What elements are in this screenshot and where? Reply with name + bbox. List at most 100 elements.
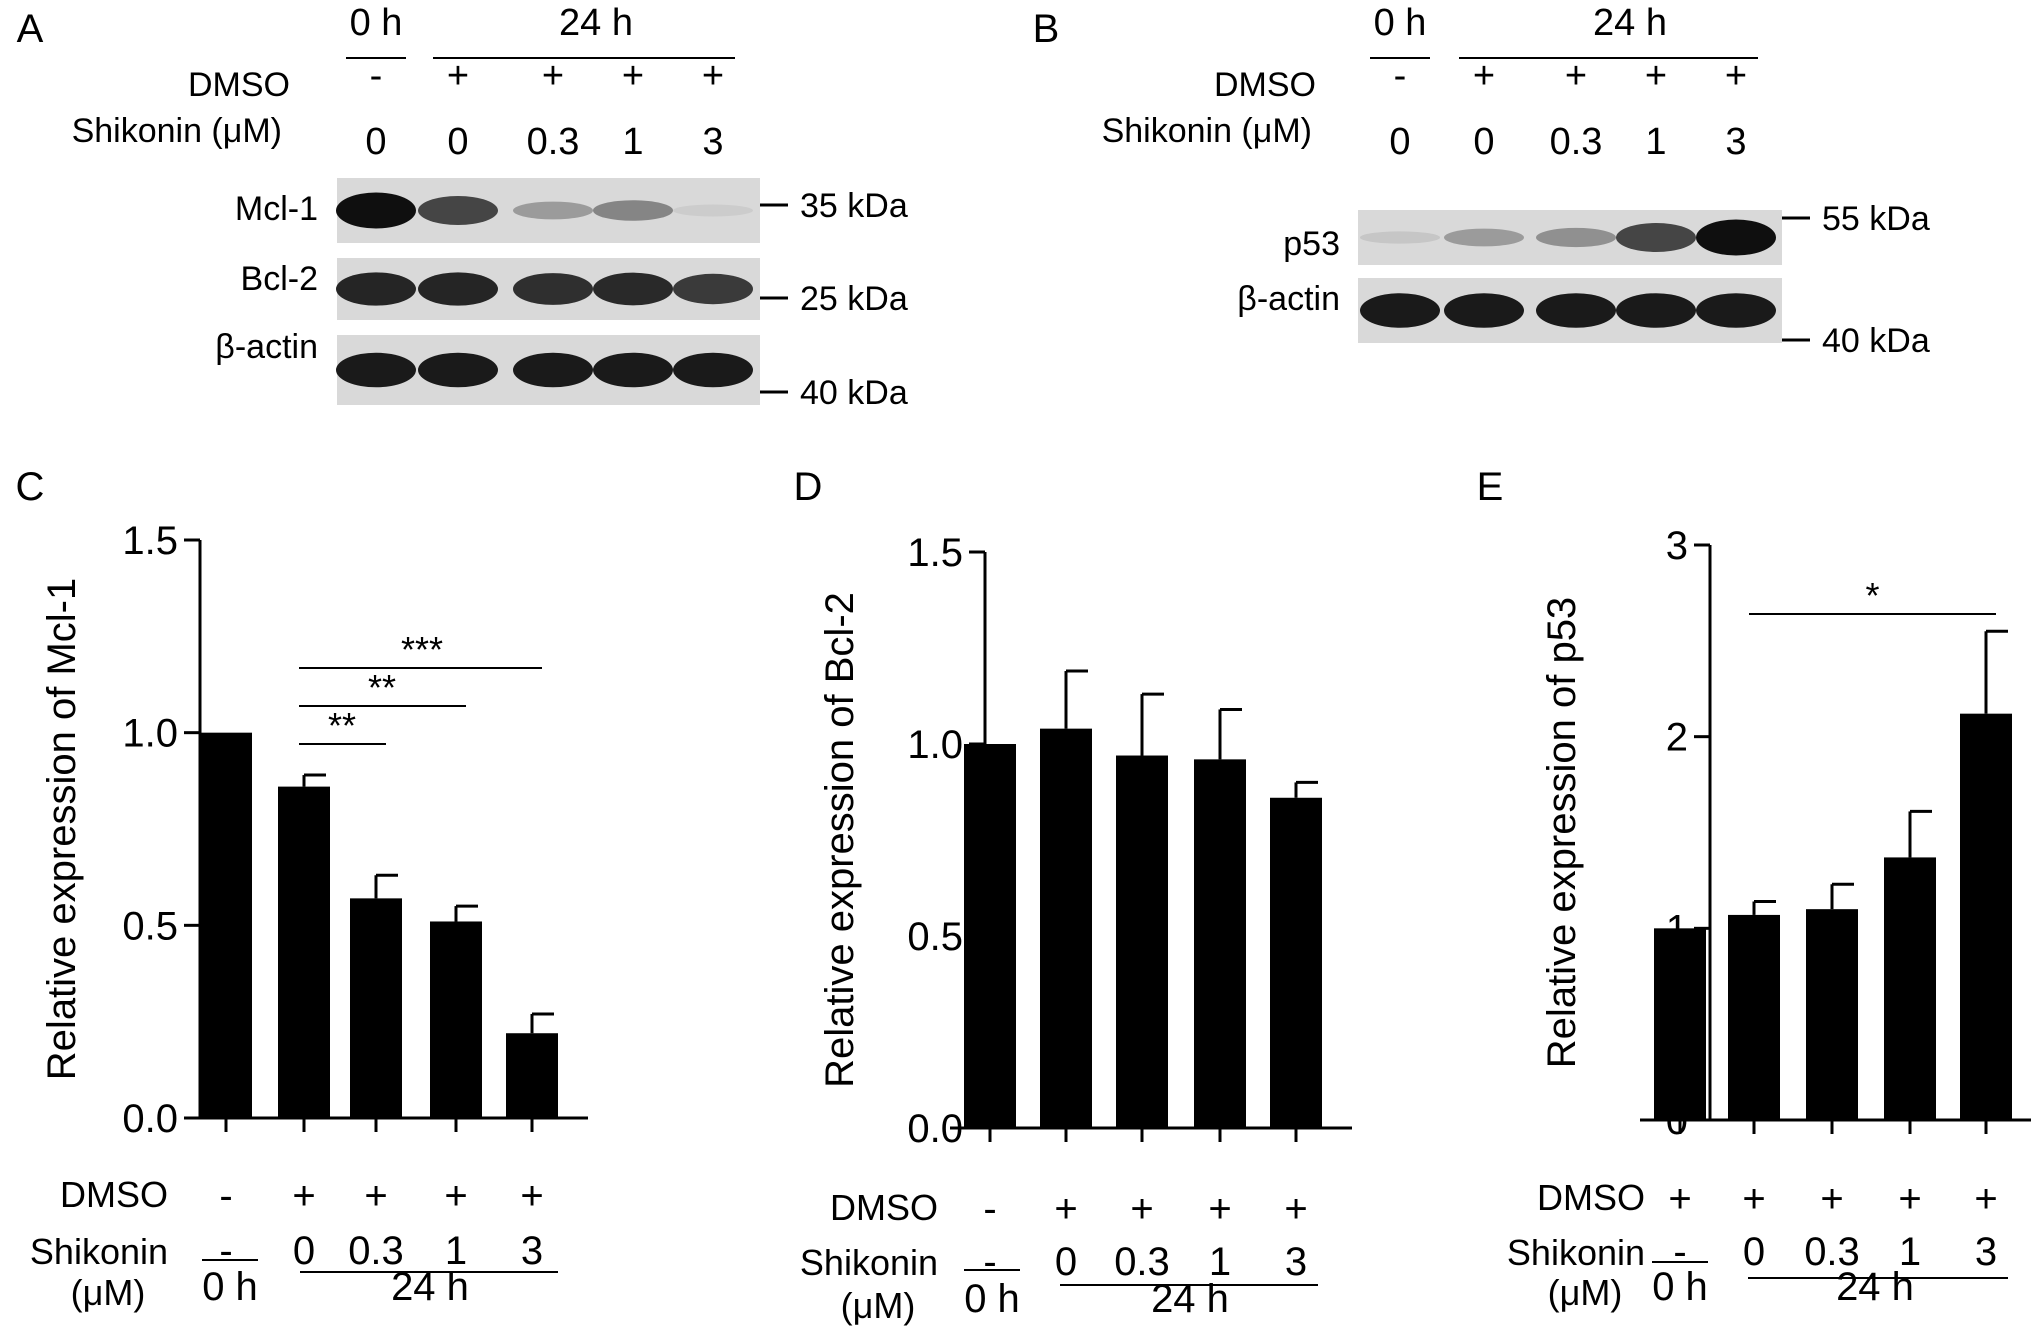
molecular-weight-marker: 35 kDa <box>800 187 908 225</box>
bar <box>430 921 482 1118</box>
shikonin-dose: 3 <box>1975 1230 1997 1274</box>
panel-letter: C <box>16 465 45 509</box>
shikonin-dose: 1 <box>445 1229 467 1273</box>
protein-band <box>418 196 498 225</box>
protein-band <box>593 272 673 306</box>
y-tick-label: 2 <box>1666 716 1688 760</box>
dmso-value: + <box>1668 1177 1691 1221</box>
dmso-value: + <box>702 55 724 97</box>
shikonin-unit-label: (μM) <box>841 1285 916 1326</box>
dmso-value: + <box>1645 55 1667 97</box>
western-blot-panels: A 0 h 24 h DMSO Shikonin (μM) - + + + +0 0 0.3 1 3 Mcl… <box>17 2 1930 412</box>
time-24h-label: 24 h <box>1593 2 1667 44</box>
dmso-value: + <box>1130 1187 1153 1231</box>
dmso-value: + <box>292 1174 315 1218</box>
bar <box>350 898 402 1118</box>
significance-marker: ** <box>328 705 356 746</box>
protein-band <box>418 352 498 388</box>
dmso-row-label: DMSO <box>830 1187 938 1228</box>
dmso-value: + <box>1742 1177 1765 1221</box>
bar <box>1728 914 1780 1120</box>
time-0h-label: 0 h <box>1652 1265 1708 1309</box>
dmso-value: + <box>1974 1177 1997 1221</box>
protein-band <box>1444 293 1524 328</box>
dmso-value: + <box>1208 1187 1231 1231</box>
protein-band <box>513 352 593 388</box>
protein-band <box>593 352 673 388</box>
band-label: Mcl-1 <box>235 190 318 228</box>
shikonin-row-label: Shikonin <box>1507 1232 1645 1273</box>
protein-band <box>336 272 416 306</box>
shikonin-dose: 0 <box>365 121 386 163</box>
bar <box>1194 759 1246 1128</box>
dmso-row-label: DMSO <box>188 66 290 104</box>
band-label: β-actin <box>1237 280 1340 318</box>
dmso-value: + <box>622 55 644 97</box>
dmso-value: - <box>983 1187 996 1231</box>
protein-band <box>1616 293 1696 328</box>
dmso-value: + <box>1820 1177 1843 1221</box>
shikonin-row-label: Shikonin <box>800 1242 938 1283</box>
molecular-weight-marker: 40 kDa <box>800 374 908 412</box>
protein-band <box>418 272 498 306</box>
shikonin-dose: 0.3 <box>1804 1230 1860 1274</box>
significance-marker: ** <box>368 667 396 708</box>
protein-band <box>1616 223 1696 252</box>
y-tick-label: 1.5 <box>122 519 178 563</box>
y-tick-label: 1.0 <box>122 712 178 756</box>
blot-strip-0 <box>336 178 760 243</box>
band-label: β-actin <box>215 328 318 366</box>
time-24h-label: 24 h <box>391 1265 469 1309</box>
protein-band <box>673 352 753 388</box>
shikonin-dose: - <box>219 1229 232 1273</box>
bar-chart-panels: C 0.0 0.5 1.0 1.5 Relative expression of Mcl-… <box>16 465 2031 1326</box>
protein-band <box>1696 293 1776 328</box>
bar <box>1116 755 1168 1128</box>
shikonin-dose: 1 <box>1209 1240 1231 1284</box>
bar <box>278 786 330 1118</box>
panel-letter: B <box>1033 7 1060 51</box>
time-24h-label: 24 h <box>559 2 633 44</box>
y-tick-label: 0.5 <box>122 904 178 948</box>
time-0h-label: 0 h <box>1374 2 1427 44</box>
dmso-value: + <box>364 1174 387 1218</box>
y-tick-label: 1.5 <box>907 531 963 575</box>
y-axis-title: Relative expression of p53 <box>1540 597 1584 1068</box>
panel-letter: E <box>1477 465 1504 509</box>
shikonin-dose: 0.3 <box>1550 121 1603 163</box>
dmso-value: + <box>447 55 469 97</box>
y-tick-label: 1.0 <box>907 723 963 767</box>
y-tick-label: 0.5 <box>907 915 963 959</box>
dmso-value: + <box>542 55 564 97</box>
shikonin-dose: 0 <box>1055 1240 1077 1284</box>
protein-band <box>673 204 753 217</box>
dmso-value: + <box>1565 55 1587 97</box>
bar <box>1654 928 1706 1120</box>
time-0h-label: 0 h <box>964 1277 1020 1321</box>
shikonin-dose: 0 <box>1473 121 1494 163</box>
dmso-value: + <box>1284 1187 1307 1231</box>
shikonin-dose: 3 <box>521 1229 543 1273</box>
bar-chart-panel-e: E 0 1 2 3 Relative expression of p53 * DMSO Shik… <box>1477 465 2031 1313</box>
shikonin-dose: 0 <box>293 1229 315 1273</box>
panel-letter: D <box>794 465 823 509</box>
blot-strip-2 <box>336 335 760 405</box>
shikonin-unit-label: (μM) <box>71 1272 146 1313</box>
blot-strip-1 <box>1358 278 1782 343</box>
dmso-value: + <box>1898 1177 1921 1221</box>
y-axis-title: Relative expression of Bcl-2 <box>818 592 862 1088</box>
shikonin-dose: 3 <box>1285 1240 1307 1284</box>
molecular-weight-marker: 55 kDa <box>1822 200 1930 238</box>
significance-marker: *** <box>401 629 443 670</box>
dmso-row-label: DMSO <box>1537 1177 1645 1218</box>
shikonin-row-label: Shikonin (μM) <box>72 112 282 150</box>
dmso-value: + <box>520 1174 543 1218</box>
blot-panel-b: B 0 h 24 h DMSO Shikonin (μM) - + + + +0 0 0.3 1 3 p53… <box>1033 2 1930 360</box>
bar <box>1040 728 1092 1128</box>
bar <box>1960 713 2012 1120</box>
dmso-value: + <box>1725 55 1747 97</box>
dmso-row-label: DMSO <box>1214 66 1316 104</box>
band-label: Bcl-2 <box>241 260 318 298</box>
shikonin-dose: - <box>983 1240 996 1284</box>
